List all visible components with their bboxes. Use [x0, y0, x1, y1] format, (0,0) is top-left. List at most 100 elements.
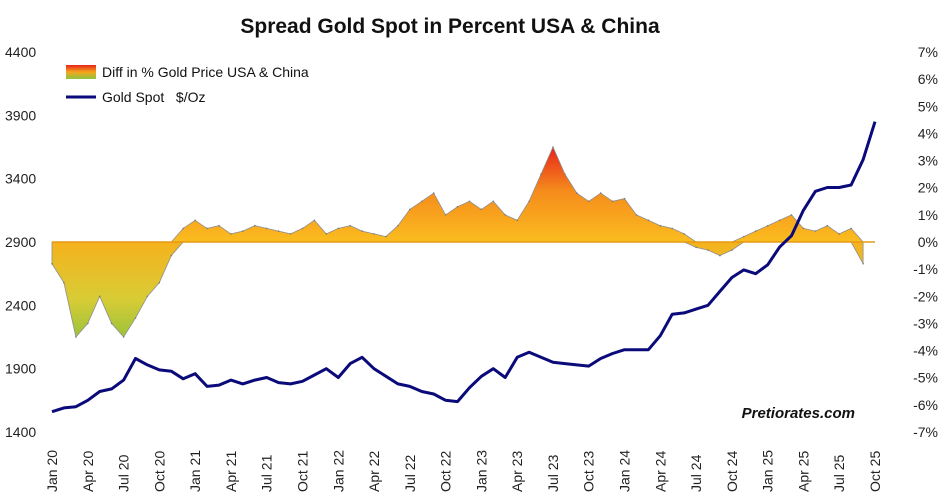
spread-point	[671, 227, 673, 230]
legend-swatch-spread	[66, 65, 96, 79]
spread-point	[707, 249, 709, 251]
spread-point	[564, 173, 566, 175]
spread-point	[421, 200, 423, 203]
x-tick-label: Oct 25	[867, 451, 883, 492]
x-tick-label: Oct 22	[438, 451, 454, 492]
spread-point	[635, 214, 638, 216]
left-tick-label: 1400	[5, 424, 36, 440]
left-tick-label: 3900	[5, 107, 36, 123]
spread-point	[289, 233, 292, 235]
spread-point	[325, 233, 328, 235]
right-tick-label: -4%	[913, 343, 938, 359]
spread-point	[516, 219, 518, 222]
right-tick-label: 6%	[918, 71, 938, 87]
spread-point	[790, 214, 793, 216]
x-tick-label: Jan 25	[760, 450, 776, 492]
x-tick-label: Jul 22	[402, 454, 418, 492]
spread-point	[385, 235, 387, 238]
left-tick-label: 2400	[5, 297, 36, 313]
x-tick-label: Jan 22	[330, 450, 346, 492]
x-tick-label: Oct 24	[724, 451, 740, 492]
spread-point	[731, 249, 733, 251]
left-tick-label: 4400	[5, 44, 36, 60]
right-tick-label: 3%	[918, 153, 938, 169]
spread-point	[862, 262, 864, 265]
right-tick-label: -1%	[913, 261, 938, 277]
x-tick-label: Jan 21	[187, 450, 203, 492]
spread-point	[397, 224, 399, 227]
x-tick-label: Oct 23	[581, 451, 597, 492]
spread-point	[504, 214, 507, 216]
spread-point	[623, 197, 626, 200]
legend-label-gold: Gold Spot $/Oz	[102, 89, 206, 105]
x-tick-label: Apr 24	[652, 451, 668, 492]
spread-point	[87, 322, 89, 325]
x-axis-ticks: Jan 20 Apr 20 Jul 20 Oct 20 Jan 21 Apr 21 Jul …	[44, 450, 883, 492]
spread-point	[51, 262, 53, 265]
x-tick-label: Jan 23	[473, 450, 489, 492]
spread-area-positive	[52, 146, 864, 243]
spread-point	[480, 208, 483, 211]
x-tick-label: Jul 20	[116, 454, 132, 492]
spread-point	[766, 224, 769, 227]
x-tick-label: Oct 20	[151, 451, 167, 492]
spread-point	[110, 322, 113, 325]
spread-point	[182, 227, 184, 230]
spread-point	[850, 227, 852, 230]
spread-point	[230, 233, 232, 235]
spread-point	[242, 230, 244, 232]
right-tick-label: 1%	[918, 207, 938, 223]
spread-point	[98, 295, 101, 298]
x-tick-label: Apr 21	[223, 451, 239, 492]
spread-point	[313, 219, 316, 222]
spread-point	[194, 219, 196, 222]
spread-point	[456, 205, 459, 208]
x-tick-label: Apr 23	[509, 451, 525, 492]
x-tick-label: Jan 20	[44, 450, 60, 492]
gold-spot-line	[51, 121, 877, 414]
left-tick-label: 3400	[5, 171, 36, 187]
right-tick-label: -2%	[913, 288, 938, 304]
spread-point	[158, 281, 161, 284]
spread-point	[265, 227, 268, 230]
legend: Diff in % Gold Price USA & China Gold Sp…	[66, 64, 309, 105]
spread-point	[432, 192, 435, 194]
spread-point	[468, 200, 471, 203]
right-tick-label: -3%	[913, 315, 938, 331]
chart-title: Spread Gold Spot in Percent USA & China	[240, 15, 660, 38]
spread-point	[719, 254, 721, 257]
spread-point	[802, 227, 805, 230]
x-tick-label: Jul 23	[545, 454, 561, 492]
spread-point	[743, 235, 745, 238]
x-tick-label: Apr 25	[795, 451, 811, 492]
spread-point	[599, 192, 602, 194]
spread-point	[611, 200, 614, 203]
spread-point	[778, 219, 781, 222]
spread-point	[218, 224, 220, 227]
spread-point	[826, 224, 829, 227]
right-tick-label: 7%	[918, 44, 938, 60]
spread-point	[814, 230, 817, 232]
legend-label-spread: Diff in % Gold Price USA & China	[102, 64, 309, 80]
spread-point	[683, 233, 685, 235]
spread-point	[659, 224, 662, 227]
watermark: Pretiorates.com	[742, 405, 855, 422]
spread-point	[528, 200, 530, 203]
spread-point	[540, 173, 542, 175]
spread-point	[254, 224, 256, 227]
spread-point	[409, 208, 411, 211]
x-tick-label: Jan 24	[617, 450, 633, 492]
spread-point	[754, 230, 757, 232]
x-tick-label: Jul 25	[831, 454, 847, 492]
right-tick-label: 5%	[918, 98, 938, 114]
right-axis-ticks: 7% 6% 5% 4% 3% 2% 1% 0% -1% -2% -3% -4% -5% -6% -7%	[913, 44, 938, 440]
left-axis-ticks: 4400 3900 3400 2900 2400 1900 1400	[5, 44, 36, 440]
spread-point	[134, 317, 137, 319]
left-tick-label: 2900	[5, 234, 36, 250]
right-tick-label: 0%	[918, 234, 938, 250]
x-tick-label: Apr 22	[366, 451, 382, 492]
right-tick-label: -7%	[913, 424, 938, 440]
spread-point	[552, 146, 554, 148]
x-tick-label: Oct 21	[294, 451, 310, 492]
spread-point	[301, 227, 304, 230]
